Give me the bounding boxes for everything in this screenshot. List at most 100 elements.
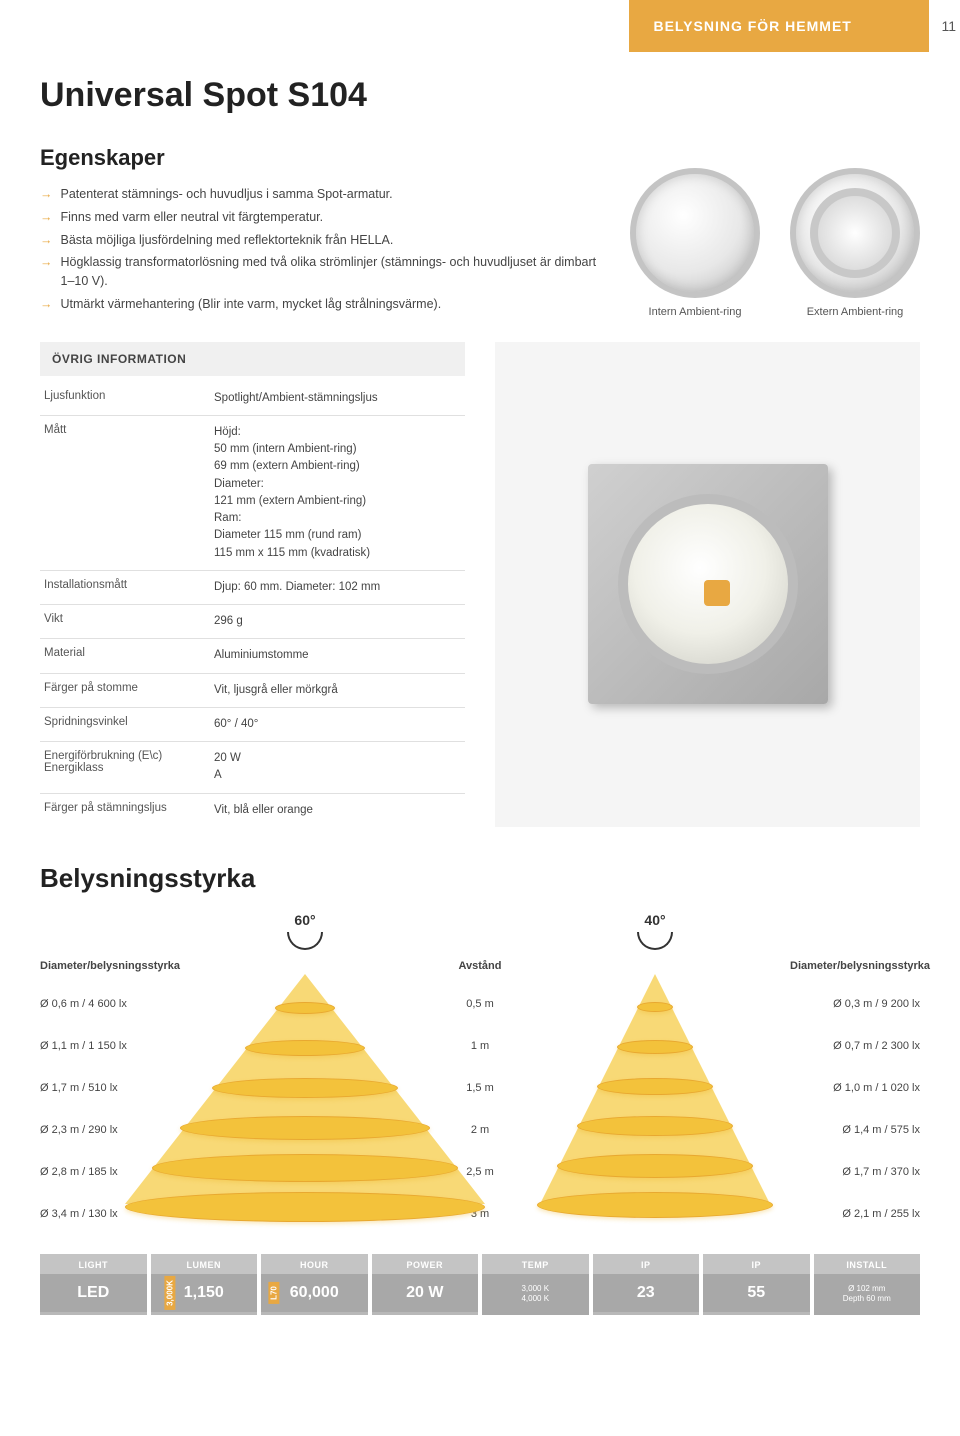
spec-badge: IP 23 [593,1254,700,1315]
info-value: 296 g [214,613,243,630]
feature-text: Finns med varm eller neutral vit färgtem… [61,208,324,227]
beam-right-value: Ø 1,0 m / 1 020 lx [790,1082,920,1094]
cone-ellipse [557,1154,753,1178]
info-value: Djup: 60 mm. Diameter: 102 mm [214,579,380,596]
info-row: Energiförbrukning (E\c) Energiklass20 W … [40,741,465,793]
badge-head: TEMP [482,1254,589,1274]
spec-badge: IP55 [703,1254,810,1315]
arc-icon [637,932,673,950]
badge-main: 23 [637,1284,655,1301]
badge-sub: Ø 102 mm Depth 60 mm [816,1284,919,1305]
badge-side-label: 3,000K [164,1276,175,1310]
info-row: MåttHöjd: 50 mm (intern Ambient-ring) 69… [40,415,465,570]
cone-ellipse [577,1116,733,1136]
info-value: Vit, blå eller orange [214,802,313,819]
product-square-image [495,342,920,827]
feature-text: Bästa möjliga ljusfördelning med reflekt… [61,231,394,250]
badge-head: HOUR [261,1254,368,1274]
arrow-icon: → [40,231,53,250]
beam-right-value: Ø 1,7 m / 370 lx [790,1166,920,1178]
info-row: Spridningsvinkel60° / 40° [40,707,465,741]
cone-ellipse [180,1116,430,1140]
features-heading: Egenskaper [40,145,600,171]
info-label: Ljusfunktion [44,390,214,407]
badge-head: IP [593,1254,700,1274]
cone-ellipse [637,1002,673,1012]
info-table: LjusfunktionSpotlight/Ambient-stämningsl… [40,382,465,827]
badge-body: 3,000K 1,150 [151,1274,258,1312]
beam-right-value: Ø 0,3 m / 9 200 lx [790,998,920,1010]
badge-body: 55 [703,1274,810,1312]
info-value: Spotlight/Ambient-stämningsljus [214,390,378,407]
info-value: Aluminiumstomme [214,647,309,664]
badge-head: LIGHT [40,1254,147,1274]
feature-item: → Patenterat stämnings- och huvudljus i s… [40,185,600,204]
badge-side-label: L70 [268,1282,279,1304]
extern-caption: Extern Ambient-ring [807,306,904,318]
feature-item: → Utmärkt värmehantering (Blir inte varm,… [40,295,600,314]
category-label: BELYSNING FÖR HEMMET [653,18,851,34]
arrow-icon: → [40,253,53,291]
info-table-wrap: ÖVRIG INFORMATION LjusfunktionSpotlight/… [40,342,465,827]
info-row: Färger på stommeVit, ljusgrå eller mörkg… [40,673,465,707]
beam-right-value: Ø 2,1 m / 255 lx [790,1208,920,1220]
feature-item: → Finns med varm eller neutral vit färgte… [40,208,600,227]
badge-body: Ø 102 mm Depth 60 mm [814,1274,921,1315]
arrow-icon: → [40,295,53,314]
info-row: Färger på stämningsljusVit, blå eller or… [40,793,465,827]
beam-right-value: Ø 0,7 m / 2 300 lx [790,1040,920,1052]
badge-body: 3,000 K 4,000 K [482,1274,589,1315]
feature-text: Utmärkt värmehantering (Blir inte varm, … [61,295,442,314]
spec-badge: LUMEN3,000K1,150 [151,1254,258,1315]
square-lamp-illustration [618,494,798,674]
info-row: MaterialAluminiumstomme [40,638,465,672]
feature-text: Patenterat stämnings- och huvudljus i sa… [61,185,393,204]
badge-body: 23 [593,1274,700,1312]
intern-lamp-illustration [630,168,760,298]
category-tab: BELYSNING FÖR HEMMET [629,0,929,52]
cone-ellipse [617,1040,693,1054]
product-images: Intern Ambient-ring Extern Ambient-ring [630,145,920,318]
info-row: Vikt296 g [40,604,465,638]
info-row: InstallationsmåttDjup: 60 mm. Diameter: … [40,570,465,604]
info-label: Mått [44,424,214,562]
badge-head: IP [703,1254,810,1274]
page-number: 11 [941,18,956,34]
cone-ellipse [275,1002,335,1014]
right-labels-col: Ø 0,3 m / 9 200 lx Ø 0,7 m / 2 300 lx Ø 1,… [790,974,920,1224]
badge-body: LED [40,1274,147,1312]
beam-cone-60 [170,974,440,1224]
feature-item: → Bästa möjliga ljusfördelning med reflek… [40,231,600,250]
info-label: Vikt [44,613,214,630]
info-label: Spridningsvinkel [44,716,214,733]
cone-ellipse [152,1154,458,1182]
features-block: Egenskaper → Patenterat stämnings- och hu… [40,145,600,318]
beam-cone-40 [520,974,790,1224]
spec-badge: TEMP 3,000 K 4,000 K [482,1254,589,1315]
cone-ellipse [125,1192,485,1222]
badge-main: LED [77,1284,109,1301]
badge-main: 1,150 [184,1284,224,1301]
intern-caption: Intern Ambient-ring [649,306,742,318]
info-row: LjusfunktionSpotlight/Ambient-stämningsl… [40,382,465,415]
info-label: Färger på stämningsljus [44,802,214,819]
badge-head: POWER [372,1254,479,1274]
spec-badge: LIGHT LED [40,1254,147,1315]
cone-ellipse [245,1040,365,1056]
info-value: Höjd: 50 mm (intern Ambient-ring) 69 mm … [214,424,370,562]
info-label: Material [44,647,214,664]
intern-image-box: Intern Ambient-ring [630,168,760,318]
badge-sub: 3,000 K 4,000 K [484,1284,587,1305]
cone-ellipse [212,1078,398,1098]
extern-lamp-illustration [790,168,920,298]
info-label: Färger på stomme [44,682,214,699]
beam-label-right: Diameter/belysningsstyrka [790,958,920,974]
arrow-icon: → [40,208,53,227]
spec-badge: HOURL7060,000 [261,1254,368,1315]
light-heading: Belysningsstyrka [40,863,920,894]
arrow-icon: → [40,185,53,204]
info-heading: ÖVRIG INFORMATION [40,342,465,376]
feature-text: Högklassig transformatorlösning med två … [61,253,601,291]
feature-item: →Högklassig transformatorlösning med två… [40,253,600,291]
spec-badge: POWER20 W [372,1254,479,1315]
